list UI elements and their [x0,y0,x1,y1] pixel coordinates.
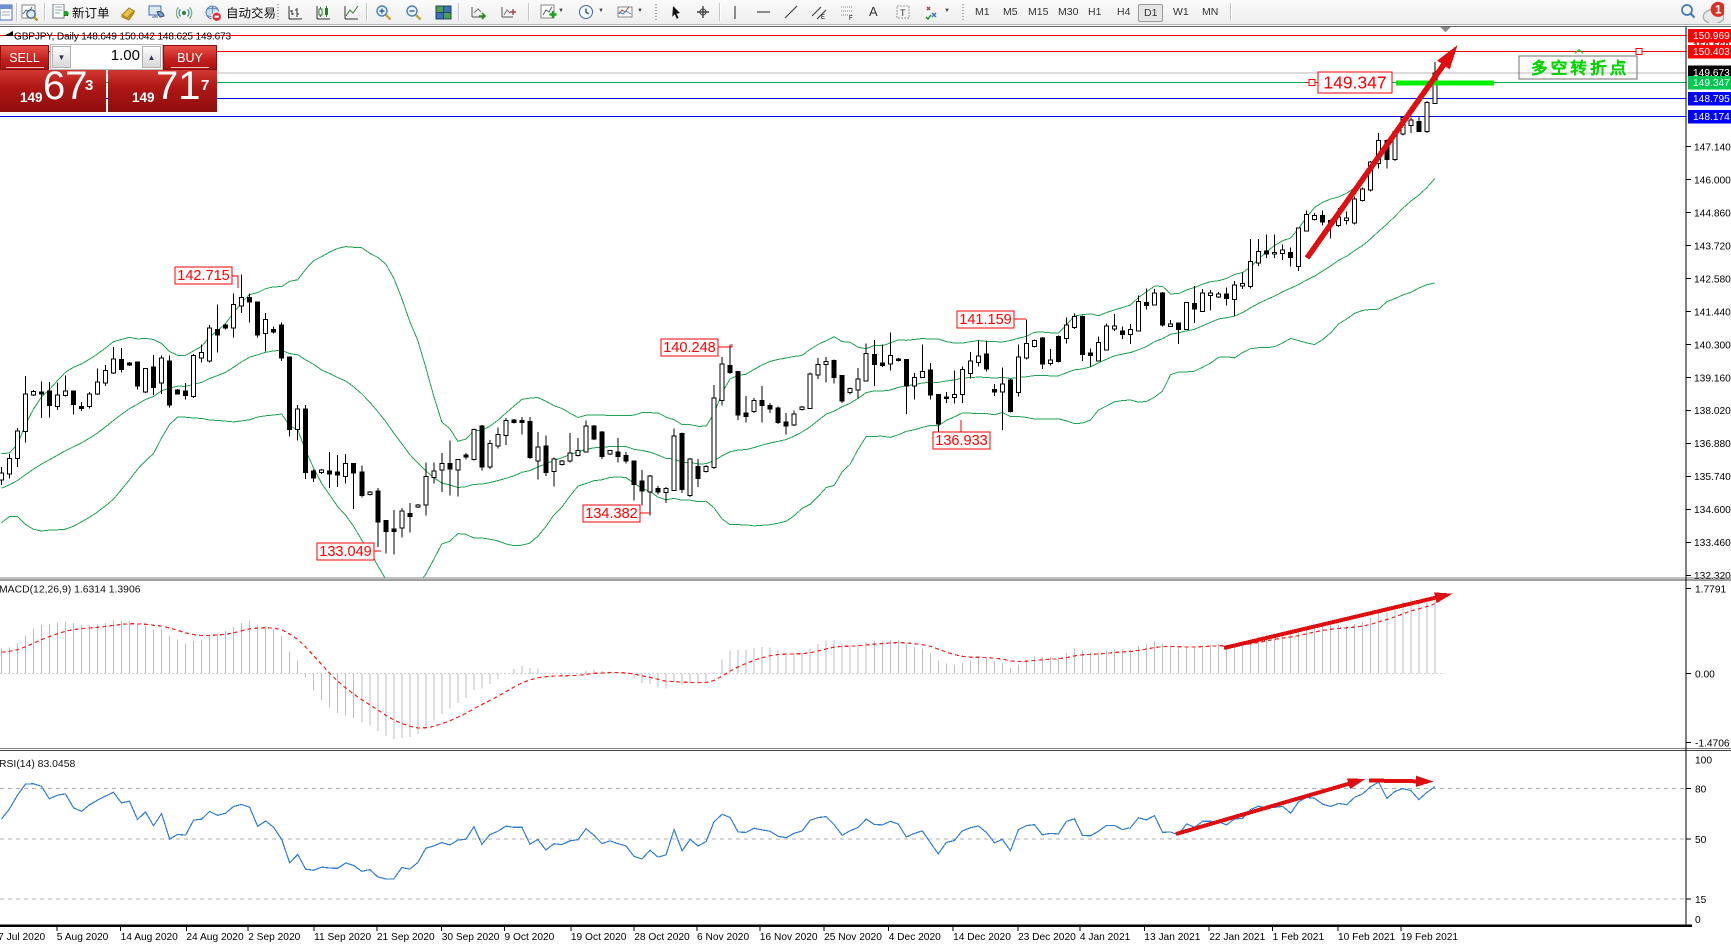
svg-text:147.140: 147.140 [1694,142,1731,153]
svg-text:-1.4706: -1.4706 [1695,738,1730,749]
svg-text:16 Nov 2020: 16 Nov 2020 [760,932,818,943]
svg-text:149.347: 149.347 [1693,78,1730,89]
svg-text:144.860: 144.860 [1694,208,1731,219]
svg-text:MACD(12,26,9) 1.6314 1.3906: MACD(12,26,9) 1.6314 1.3906 [0,585,141,596]
svg-text:T: T [900,8,906,18]
svg-text:133.049: 133.049 [319,544,371,560]
svg-text:1.7791: 1.7791 [1695,584,1726,595]
svg-text:138.020: 138.020 [1694,406,1731,417]
svg-text:10 Feb 2021: 10 Feb 2021 [1338,932,1396,943]
svg-text:141.159: 141.159 [959,312,1011,328]
svg-text:149.347: 149.347 [1323,73,1386,93]
svg-text:80: 80 [1695,784,1707,795]
svg-text:136.880: 136.880 [1694,439,1731,450]
svg-text:21 Sep 2020: 21 Sep 2020 [377,932,435,943]
svg-text:134.600: 134.600 [1694,505,1731,516]
svg-text:0: 0 [1695,915,1701,926]
svg-text:F: F [849,16,853,21]
svg-text:13 Jan 2021: 13 Jan 2021 [1144,932,1200,943]
svg-text:11 Sep 2020: 11 Sep 2020 [314,932,371,943]
svg-text:GBPJPY, Daily 148.649 150.042: GBPJPY, Daily 148.649 150.042 148.625 14… [14,32,232,43]
svg-text:4 Dec 2020: 4 Dec 2020 [889,932,941,943]
svg-text:22 Jan 2021: 22 Jan 2021 [1209,932,1265,943]
svg-text:19 Feb 2021: 19 Feb 2021 [1401,932,1459,943]
svg-text:14 Dec 2020: 14 Dec 2020 [953,932,1011,943]
svg-text:141.440: 141.440 [1694,307,1731,318]
svg-text:150.969: 150.969 [1693,31,1730,42]
svg-text:143.720: 143.720 [1694,241,1731,252]
svg-text:135.740: 135.740 [1694,472,1731,483]
svg-text:132.320: 132.320 [1694,571,1731,582]
svg-text:RSI(14) 83.0458: RSI(14) 83.0458 [0,759,75,770]
svg-text:140.248: 140.248 [663,340,715,356]
svg-text:133.460: 133.460 [1694,538,1731,549]
svg-text:23 Dec 2020: 23 Dec 2020 [1018,932,1076,943]
svg-text:1: 1 [1715,4,1722,17]
svg-text:24 Aug 2020: 24 Aug 2020 [186,932,244,943]
svg-text:30 Sep 2020: 30 Sep 2020 [442,932,500,943]
svg-text:100: 100 [1695,756,1712,767]
svg-text:140.300: 140.300 [1694,340,1731,351]
svg-text:142.580: 142.580 [1694,274,1731,285]
svg-text:150.403: 150.403 [1693,47,1730,58]
svg-text:1 Feb 2021: 1 Feb 2021 [1273,932,1325,943]
svg-text:2 Sep 2020: 2 Sep 2020 [248,932,300,943]
svg-text:9 Oct 2020: 9 Oct 2020 [505,932,555,943]
svg-text:25 Nov 2020: 25 Nov 2020 [824,932,882,943]
svg-text:15: 15 [1695,895,1707,906]
svg-text:4 Jan 2021: 4 Jan 2021 [1080,932,1131,943]
svg-text:19 Oct 2020: 19 Oct 2020 [571,932,627,943]
svg-text:50: 50 [1695,835,1707,846]
svg-text:148.174: 148.174 [1693,112,1730,123]
svg-text:27 Jul 2020: 27 Jul 2020 [0,932,46,943]
svg-text:5 Aug 2020: 5 Aug 2020 [57,932,109,943]
svg-text:6 Nov 2020: 6 Nov 2020 [697,932,749,943]
svg-text:142.715: 142.715 [177,268,229,284]
svg-text:139.160: 139.160 [1694,373,1731,384]
svg-text:0.00: 0.00 [1695,669,1715,680]
svg-text:149.673: 149.673 [1693,68,1730,79]
svg-text:146.000: 146.000 [1694,175,1731,186]
svg-text:136.933: 136.933 [935,433,987,449]
svg-text:28 Oct 2020: 28 Oct 2020 [634,932,690,943]
svg-text:14 Aug 2020: 14 Aug 2020 [121,932,179,943]
svg-text:148.795: 148.795 [1693,94,1730,105]
svg-text:E: E [821,15,825,21]
svg-text:134.382: 134.382 [585,506,637,522]
